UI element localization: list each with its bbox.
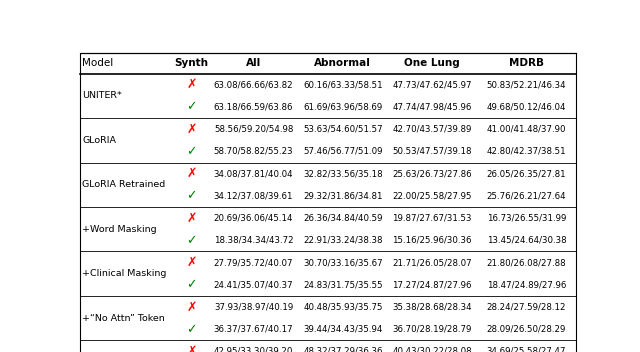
Text: 22.91/33.24/38.38: 22.91/33.24/38.38 [303,236,383,245]
Text: 34.12/37.08/39.61: 34.12/37.08/39.61 [214,191,293,200]
Text: 34.69/25.58/27.47: 34.69/25.58/27.47 [486,347,566,352]
Text: 30.70/33.16/35.67: 30.70/33.16/35.67 [303,258,383,267]
Text: ✗: ✗ [186,345,197,352]
Text: 15.16/25.96/30.36: 15.16/25.96/30.36 [392,236,472,245]
Text: 26.36/34.84/40.59: 26.36/34.84/40.59 [303,214,383,223]
Text: 60.16/63.33/58.51: 60.16/63.33/58.51 [303,80,383,89]
Text: ✗: ✗ [186,123,197,136]
Text: 25.63/26.73/27.86: 25.63/26.73/27.86 [392,169,472,178]
Text: +Word Masking: +Word Masking [83,225,157,234]
Text: One Lung: One Lung [404,58,460,68]
Text: 50.53/47.57/39.18: 50.53/47.57/39.18 [392,147,472,156]
Text: 63.08/66.66/63.82: 63.08/66.66/63.82 [214,80,293,89]
Text: 16.73/26.55/31.99: 16.73/26.55/31.99 [486,214,566,223]
Text: 21.71/26.05/28.07: 21.71/26.05/28.07 [392,258,472,267]
Text: 21.80/26.08/27.88: 21.80/26.08/27.88 [486,258,566,267]
Text: 50.83/52.21/46.34: 50.83/52.21/46.34 [486,80,566,89]
Text: ✓: ✓ [186,278,197,291]
Text: 63.18/66.59/63.86: 63.18/66.59/63.86 [214,102,293,112]
Text: ✗: ✗ [186,167,197,180]
Text: 24.83/31.75/35.55: 24.83/31.75/35.55 [303,280,383,289]
Text: 42.70/43.57/39.89: 42.70/43.57/39.89 [392,125,472,134]
Text: UNITER*: UNITER* [83,92,122,100]
Text: 20.69/36.06/45.14: 20.69/36.06/45.14 [214,214,293,223]
Text: ✗: ✗ [186,212,197,225]
Text: ✗: ✗ [186,301,197,314]
Text: 28.09/26.50/28.29: 28.09/26.50/28.29 [486,325,566,334]
Text: ✓: ✓ [186,323,197,336]
Text: +“No Attn” Token: +“No Attn” Token [83,314,165,323]
Text: 58.56/59.20/54.98: 58.56/59.20/54.98 [214,125,293,134]
Text: MDRB: MDRB [509,58,544,68]
Text: 40.48/35.93/35.75: 40.48/35.93/35.75 [303,303,383,312]
Text: ✓: ✓ [186,189,197,202]
Text: ✗: ✗ [186,256,197,269]
Text: 17.27/24.87/27.96: 17.27/24.87/27.96 [392,280,472,289]
Text: 36.37/37.67/40.17: 36.37/37.67/40.17 [214,325,293,334]
Text: All: All [246,58,261,68]
Text: 41.00/41.48/37.90: 41.00/41.48/37.90 [486,125,566,134]
Text: 28.24/27.59/28.12: 28.24/27.59/28.12 [486,303,566,312]
Text: Synth: Synth [175,58,209,68]
Text: 34.08/37.81/40.04: 34.08/37.81/40.04 [214,169,293,178]
Text: ✓: ✓ [186,145,197,158]
Text: 40.43/30.22/28.08: 40.43/30.22/28.08 [392,347,472,352]
Text: 42.95/33.30/39.20: 42.95/33.30/39.20 [214,347,293,352]
Text: 18.38/34.34/43.72: 18.38/34.34/43.72 [214,236,293,245]
Text: ✓: ✓ [186,234,197,247]
Text: 13.45/24.64/30.38: 13.45/24.64/30.38 [486,236,566,245]
Text: 48.32/37.29/36.36: 48.32/37.29/36.36 [303,347,383,352]
Text: 26.05/26.35/27.81: 26.05/26.35/27.81 [486,169,566,178]
Text: +Clinical Masking: +Clinical Masking [83,269,167,278]
Text: 42.80/42.37/38.51: 42.80/42.37/38.51 [486,147,566,156]
Text: 18.47/24.89/27.96: 18.47/24.89/27.96 [486,280,566,289]
Text: Model: Model [83,58,114,68]
Text: 29.32/31.86/34.81: 29.32/31.86/34.81 [303,191,383,200]
Text: 22.00/25.58/27.95: 22.00/25.58/27.95 [392,191,472,200]
Text: 35.38/28.68/28.34: 35.38/28.68/28.34 [392,303,472,312]
Text: Abnormal: Abnormal [314,58,371,68]
Text: 39.44/34.43/35.94: 39.44/34.43/35.94 [303,325,383,334]
Text: GLoRIA Retrained: GLoRIA Retrained [83,180,166,189]
Text: 53.63/54.60/51.57: 53.63/54.60/51.57 [303,125,383,134]
Text: 58.70/58.82/55.23: 58.70/58.82/55.23 [214,147,293,156]
Text: 47.74/47.98/45.96: 47.74/47.98/45.96 [392,102,472,112]
Text: 37.93/38.97/40.19: 37.93/38.97/40.19 [214,303,293,312]
Text: 57.46/56.77/51.09: 57.46/56.77/51.09 [303,147,383,156]
Text: 61.69/63.96/58.69: 61.69/63.96/58.69 [303,102,383,112]
Text: 49.68/50.12/46.04: 49.68/50.12/46.04 [486,102,566,112]
Text: ✗: ✗ [186,78,197,91]
Text: ✓: ✓ [186,101,197,113]
Text: 24.41/35.07/40.37: 24.41/35.07/40.37 [214,280,293,289]
Text: 32.82/33.56/35.18: 32.82/33.56/35.18 [303,169,383,178]
Text: 19.87/27.67/31.53: 19.87/27.67/31.53 [392,214,472,223]
Text: 25.76/26.21/27.64: 25.76/26.21/27.64 [486,191,566,200]
Text: 36.70/28.19/28.79: 36.70/28.19/28.79 [392,325,472,334]
Text: GLoRIA: GLoRIA [83,136,116,145]
Text: 27.79/35.72/40.07: 27.79/35.72/40.07 [214,258,293,267]
Text: 47.73/47.62/45.97: 47.73/47.62/45.97 [392,80,472,89]
